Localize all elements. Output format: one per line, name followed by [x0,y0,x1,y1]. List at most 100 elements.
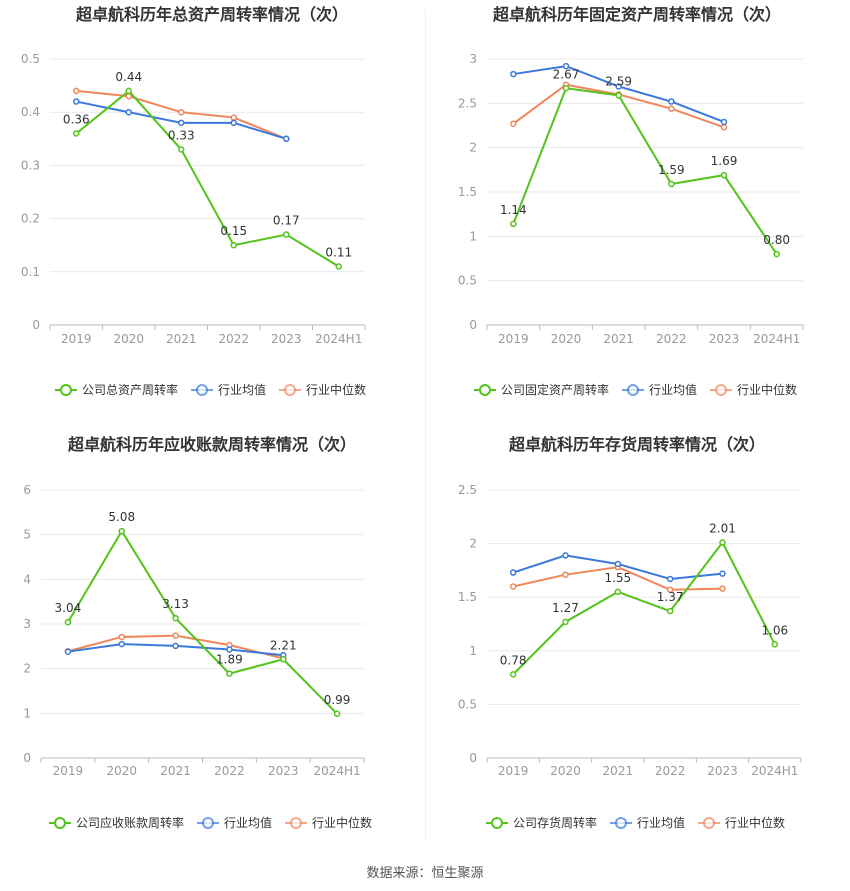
data-point-company [615,92,622,99]
y-tick-label: 4 [23,572,31,586]
x-tick-label: 2022 [214,764,245,778]
x-tick-label: 2019 [498,764,529,778]
legend-item-industry-median: 行业中位数 [710,382,797,397]
x-tick-label: 2022 [655,764,686,778]
legend-marker-icon [290,817,302,829]
y-tick-label: 6 [23,483,31,497]
data-point-company [172,614,179,622]
y-tick-label: 2.5 [458,483,477,497]
legend-label: 行业中位数 [312,815,372,830]
data-point-industry-median [666,586,674,593]
data-source-value: 恒生聚源 [431,866,484,881]
data-source-label: 数据来源： [366,866,432,881]
legend-item-company: 公司存货周转率 [486,815,597,830]
data-point-company [562,85,570,92]
legend-item-company: 公司总资产周转率 [55,382,178,397]
data-point-company [64,618,72,626]
legend-label: 行业均值 [649,382,697,397]
data-point-industry-median [118,633,125,641]
chart-svg: 超卓航科历年存货周转率情况（次） 0 0.5 1 1.5 2 2.5 2019 2020 2021… [458,435,802,830]
data-point-company [283,231,290,238]
chart-title: 超卓航科历年固定资产周转率情况（次） [492,5,781,24]
legend-label: 公司总资产周转率 [82,382,178,397]
data-label: 1.37 [657,590,684,604]
data-point-company [226,670,233,677]
data-point-industry-median [562,571,569,578]
legend-marker-icon [703,817,715,829]
data-point-company [719,539,726,546]
data-point-industry-avg [720,118,728,126]
data-point-industry-median [172,632,179,639]
chart-panel-total-assets-turnover: 超卓航科历年总资产周转率情况（次） 0 0.1 0.2 0.3 0.4 0.5 2019 202… [0,0,425,430]
x-tick-label: 2021 [603,332,634,346]
chart-svg: 超卓航科历年应收账款周转率情况（次） 0 1 2 3 4 5 6 2019 2020 2021 202… [23,435,372,830]
data-point-industry-avg [668,98,675,105]
legend-label: 行业中位数 [737,382,797,397]
data-point-industry-avg [509,569,517,576]
legend-marker-icon [479,384,491,396]
data-point-industry-median [720,124,728,131]
x-tick-label: 2023 [709,332,740,346]
y-tick-label: 0.4 [21,105,40,119]
data-label: 2.67 [553,67,580,81]
legend-marker-icon [202,817,214,829]
legend-item-company: 公司固定资产周转率 [474,382,609,397]
legend-marker-icon [284,384,296,396]
y-tick-label: 0.2 [21,212,40,226]
legend-label: 公司存货周转率 [513,815,597,830]
x-tick-label: 2024H1 [315,332,362,346]
x-tick-label: 2020 [106,764,137,778]
y-tick-label: 1 [469,229,477,243]
x-tick-label: 2024H1 [753,332,800,346]
data-point-industry-avg [562,62,570,70]
data-point-company [773,250,780,258]
x-tick-label: 2022 [656,332,687,346]
data-point-industry-median [509,583,517,590]
data-point-company [666,607,674,615]
legend-label: 公司应收账款周转率 [76,815,184,830]
legend-item-industry-avg: 行业均值 [197,815,272,830]
data-label: 1.55 [604,571,631,585]
legend-label: 行业均值 [224,815,272,830]
data-point-industry-median [125,92,132,100]
panel-divider [425,10,426,840]
legend-marker-icon [54,817,66,829]
legend-label: 公司固定资产周转率 [501,382,609,397]
y-tick-label: 1 [469,644,477,658]
chart-legend: 公司应收账款周转率 行业均值 行业中位数 [49,815,372,830]
chart-svg: 超卓航科历年固定资产周转率情况（次） 0 0.5 1 1.5 2 2.5 3 2019 2020 2… [458,5,804,397]
data-label: 2.01 [709,522,736,536]
data-label: 0.11 [325,245,352,259]
chart-svg: 超卓航科历年总资产周转率情况（次） 0 0.1 0.2 0.3 0.4 0.5 2019 202… [21,5,366,397]
chart-panel-receivables-turnover: 超卓航科历年应收账款周转率情况（次） 0 1 2 3 4 5 6 2019 2020 2021 202… [0,430,425,860]
data-point-industry-median [178,108,185,116]
data-label: 3.13 [162,597,189,611]
y-tick-label: 1 [23,706,31,720]
data-label: 0.17 [273,214,300,228]
data-label: 1.06 [761,623,788,637]
x-tick-label: 2023 [271,332,302,346]
data-point-company [333,710,341,718]
data-label: 5.08 [108,510,135,524]
legend-label: 行业中位数 [725,815,785,830]
y-tick-label: 2 [469,537,477,551]
data-label: 0.36 [63,112,90,126]
x-tick-label: 2023 [268,764,299,778]
series-line-industry-median [512,83,725,129]
y-tick-label: 0.5 [21,52,40,66]
y-tick-label: 0.1 [21,265,40,279]
data-point-industry-median [719,585,726,592]
legend-marker-icon [627,384,639,396]
data-point-company [178,146,185,153]
data-point-industry-avg [510,70,517,78]
y-tick-label: 0.5 [458,697,477,711]
legend-item-industry-avg: 行业均值 [610,815,685,830]
legend-label: 行业均值 [637,815,685,830]
chart-legend: 公司存货周转率 行业均值 行业中位数 [486,815,785,830]
y-tick-label: 2 [23,662,31,676]
data-point-industry-avg [283,135,290,143]
legend-marker-icon [196,384,208,396]
x-tick-label: 2022 [218,332,249,346]
x-tick-label: 2021 [603,764,634,778]
data-point-industry-avg [230,119,237,127]
